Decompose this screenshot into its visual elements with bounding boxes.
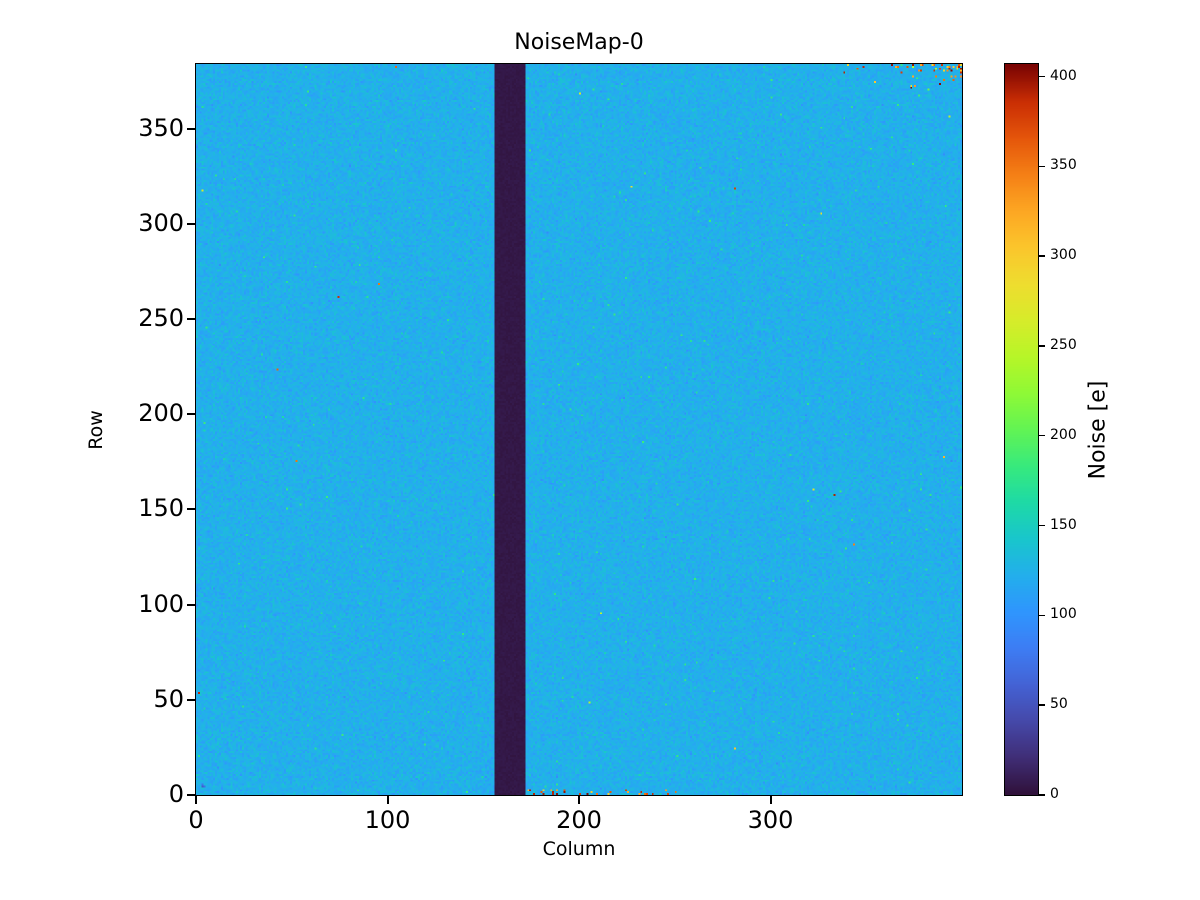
colorbar-tick-mark (1039, 704, 1045, 706)
colorbar-tick-label: 350 (1050, 157, 1077, 174)
colorbar-tick-mark (1039, 75, 1045, 78)
y-tick-label: 50 (153, 684, 184, 713)
colorbar-tick-mark (1039, 614, 1045, 617)
plot-title: NoiseMap-0 (514, 30, 644, 55)
x-tick-mark (769, 796, 772, 804)
y-tick-mark (187, 318, 195, 321)
colorbar-tick-label: 150 (1050, 516, 1077, 533)
y-tick-label: 150 (138, 494, 184, 523)
y-tick-mark (187, 508, 195, 511)
y-tick-label: 350 (138, 113, 184, 142)
y-tick-label: 250 (138, 304, 184, 333)
y-tick-mark (187, 222, 195, 225)
y-tick-label: 300 (138, 208, 184, 237)
colorbar-tick-label: 0 (1050, 786, 1059, 802)
colorbar-tick-label: 100 (1050, 606, 1077, 623)
y-axis-label: Row (85, 410, 107, 450)
y-tick-mark (187, 127, 195, 130)
y-tick-mark (187, 698, 195, 701)
y-tick-label: 100 (138, 589, 184, 618)
colorbar-label: Noise [e] (1085, 380, 1111, 480)
y-tick-mark (187, 603, 195, 606)
x-tick-label: 200 (556, 806, 602, 834)
x-tick-label: 300 (747, 806, 794, 834)
x-tick-mark (195, 796, 197, 804)
x-tick-label: 100 (364, 806, 411, 834)
colorbar-tick-label: 300 (1050, 247, 1077, 264)
x-axis-label: Column (542, 838, 616, 860)
x-tick-label: 0 (188, 806, 204, 834)
x-tick-mark (386, 796, 389, 804)
colorbar-tick-label: 250 (1050, 336, 1077, 353)
y-tick-mark (187, 794, 195, 796)
colorbar-tick-label: 200 (1050, 426, 1077, 443)
y-tick-mark (187, 413, 195, 416)
colorbar-tick-mark (1039, 345, 1045, 347)
x-tick-mark (578, 796, 580, 804)
colorbar-tick-mark (1039, 524, 1045, 527)
y-tick-label: 0 (168, 780, 184, 808)
colorbar-tick-label: 400 (1050, 67, 1077, 84)
colorbar-tick-mark (1039, 794, 1045, 796)
colorbar-tick-mark (1039, 255, 1045, 257)
colorbar-tick-mark (1039, 435, 1045, 437)
y-tick-label: 200 (138, 399, 184, 428)
colorbar-tick-mark (1039, 165, 1045, 168)
heatmap-canvas (196, 64, 962, 795)
colorbar-tick-label: 50 (1050, 696, 1068, 713)
colorbar-gradient (1005, 64, 1038, 795)
